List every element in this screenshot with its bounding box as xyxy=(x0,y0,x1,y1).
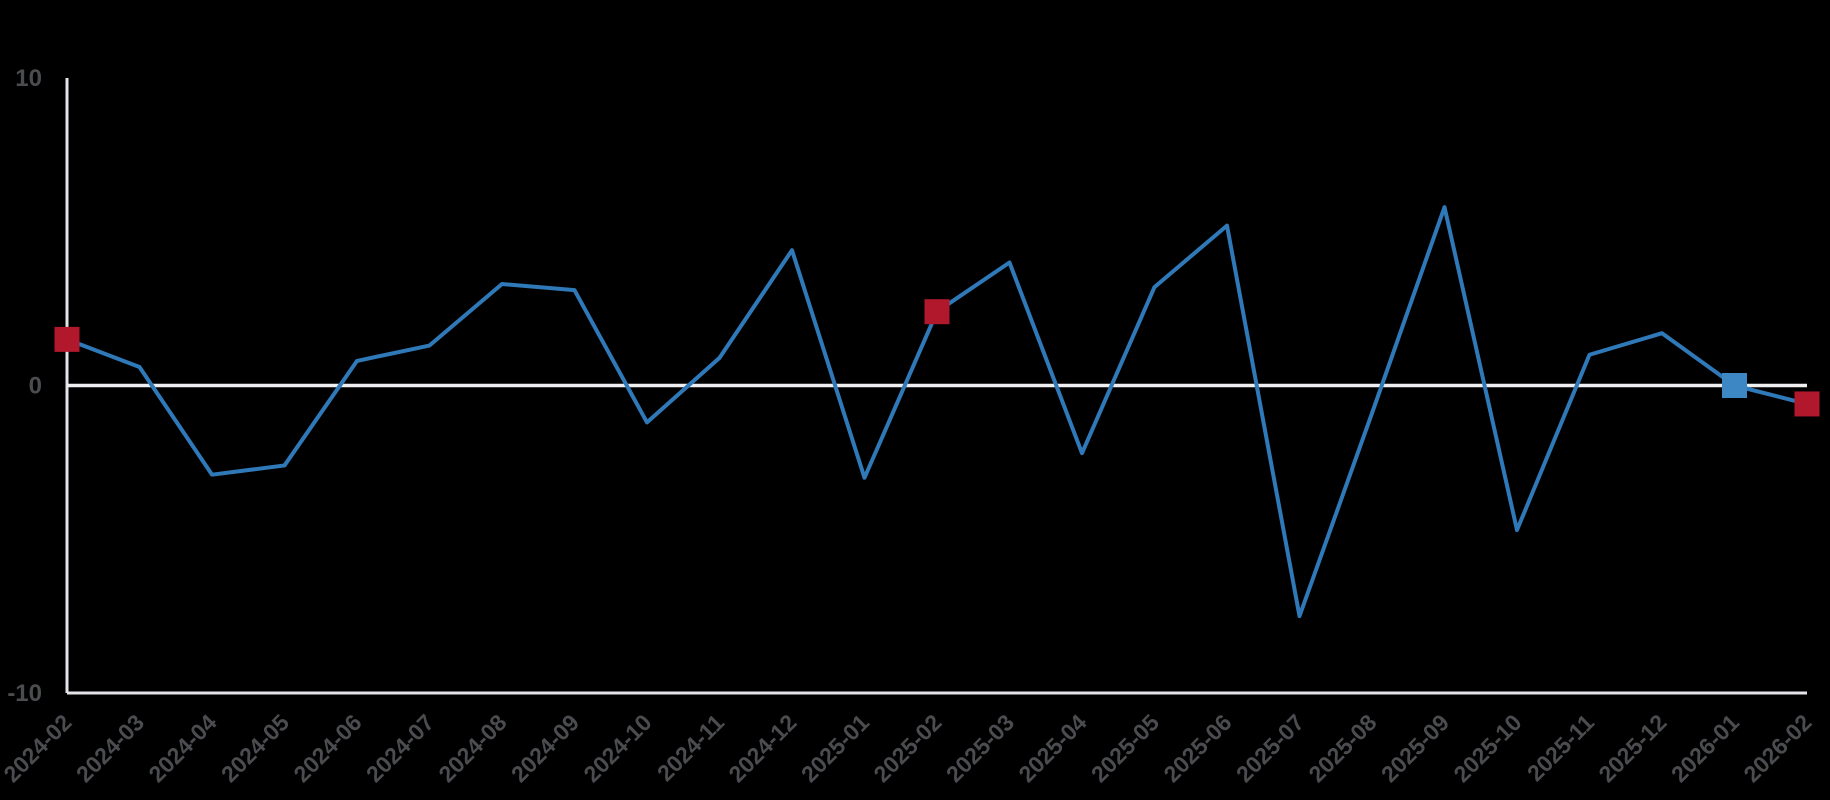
x-tick-label: 2025-11 xyxy=(1522,709,1599,786)
x-tick-label: 2024-12 xyxy=(723,709,801,787)
marker-2026-02 xyxy=(1794,391,1820,417)
x-tick-label: 2024-08 xyxy=(433,709,511,787)
x-tick-label: 2024-11 xyxy=(652,709,729,786)
x-tick-label: 2026-02 xyxy=(1738,709,1816,787)
marker-2024-02 xyxy=(54,326,80,352)
x-tick-label: 2025-06 xyxy=(1158,709,1236,787)
marker-2026-01 xyxy=(1722,373,1747,398)
x-tick-label: 2025-10 xyxy=(1448,709,1526,787)
x-tick-label: 2025-03 xyxy=(941,709,1019,787)
marker-2025-02 xyxy=(924,299,950,325)
x-tick-label: 2025-09 xyxy=(1376,709,1454,787)
x-tick-label: 2026-01 xyxy=(1666,709,1744,787)
y-tick-label: 10 xyxy=(15,65,42,92)
x-tick-label: 2024-06 xyxy=(288,709,366,787)
x-tick-label: 2025-07 xyxy=(1231,709,1309,787)
x-tick-label: 2025-04 xyxy=(1013,709,1091,787)
x-tick-label: 2024-09 xyxy=(506,709,584,787)
x-tick-label: 2025-02 xyxy=(868,709,946,787)
x-tick-label: 2024-10 xyxy=(578,709,656,787)
x-tick-label: 2024-04 xyxy=(143,709,221,787)
x-tick-label: 2025-01 xyxy=(796,709,874,787)
y-tick-label: 0 xyxy=(29,373,42,400)
x-tick-label: 2024-05 xyxy=(216,709,294,787)
x-tick-label: 2024-03 xyxy=(71,709,149,787)
x-tick-label: 2024-02 xyxy=(0,709,77,787)
x-tick-label: 2024-07 xyxy=(361,709,439,787)
line-series xyxy=(65,205,1809,619)
x-tick-label: 2025-05 xyxy=(1086,709,1164,787)
y-tick-label: -10 xyxy=(7,680,42,707)
x-tick-label: 2025-12 xyxy=(1593,709,1671,787)
x-tick-label: 2025-08 xyxy=(1303,709,1381,787)
